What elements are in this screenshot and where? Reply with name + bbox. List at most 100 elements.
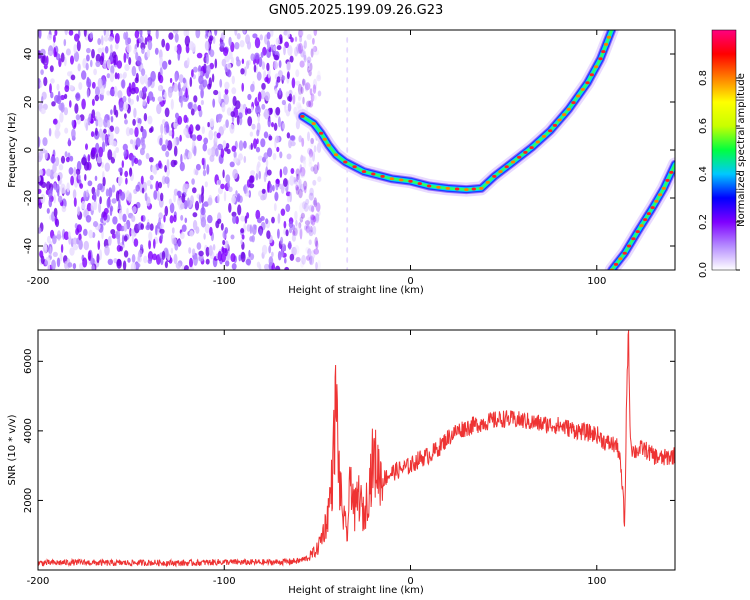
noise-blob (192, 187, 197, 194)
noise-blob (298, 30, 303, 38)
noise-blob (277, 228, 280, 239)
noise-blob (296, 43, 302, 54)
noise-blob (109, 72, 115, 83)
noise-blob (308, 100, 314, 108)
ridge-peak (333, 153, 339, 157)
noise-blob (40, 108, 46, 115)
noise-blob (167, 87, 173, 98)
noise-blob (190, 108, 195, 116)
noise-blob (250, 53, 255, 61)
noise-blob (216, 132, 221, 139)
noise-blob (283, 45, 286, 56)
noise-blob (107, 236, 112, 246)
noise-blob (169, 215, 174, 224)
noise-blob (308, 69, 312, 77)
noise-blob (259, 34, 263, 41)
noise-blob (170, 247, 174, 254)
noise-blob (73, 197, 77, 207)
noise-blob (59, 112, 64, 123)
noise-blob (81, 70, 87, 80)
noise-blob (38, 136, 41, 148)
noise-blob (127, 97, 131, 104)
noise-blob (259, 228, 263, 237)
noise-blob (97, 183, 103, 191)
x-tick-label: 0 (407, 276, 413, 287)
noise-blob (41, 96, 44, 104)
noise-blob (95, 53, 101, 63)
noise-blob (104, 136, 108, 147)
noise-blob (114, 126, 120, 135)
ridge-peak (517, 155, 522, 159)
noise-blob (166, 159, 170, 170)
noise-blob (191, 178, 195, 185)
noise-blob (286, 132, 291, 139)
noise-blob (150, 184, 153, 190)
noise-blob (236, 115, 240, 126)
noise-blob (277, 70, 283, 78)
noise-blob (310, 48, 314, 58)
noise-blob (212, 98, 216, 108)
noise-blob (303, 40, 307, 49)
noise-streak (346, 127, 349, 133)
noise-blob (134, 30, 140, 39)
noise-blob (95, 111, 101, 120)
noise-blob (147, 80, 151, 88)
noise-blob (158, 160, 162, 169)
noise-blob (224, 248, 228, 257)
ridge-peak (529, 146, 534, 150)
noise-blob (47, 189, 53, 198)
noise-blob (258, 56, 263, 68)
noise-blob (165, 139, 169, 147)
noise-blob (268, 245, 272, 254)
noise-blob (308, 204, 315, 212)
noise-blob (85, 189, 89, 198)
ridge-peak (580, 87, 585, 91)
noise-blob (83, 209, 87, 218)
noise-blob (115, 147, 120, 153)
noise-blob (226, 62, 232, 70)
noise-blob (270, 30, 274, 37)
noise-blob (312, 84, 317, 94)
noise-blob (155, 180, 159, 192)
noise-blob (205, 258, 210, 265)
noise-blob (317, 210, 321, 217)
noise-blob (86, 47, 91, 54)
noise-blob (226, 148, 231, 155)
noise-blob (232, 168, 238, 180)
noise-blob (302, 156, 307, 165)
noise-blob (85, 122, 89, 131)
noise-blob (122, 73, 126, 80)
noise-blob (266, 169, 272, 176)
noise-blob (198, 194, 202, 204)
noise-blob (171, 227, 175, 234)
noise-blob (118, 101, 124, 112)
noise-blob (231, 87, 237, 95)
x-tick-label: -100 (213, 576, 236, 587)
noise-blob (300, 49, 305, 58)
noise-streak (346, 67, 349, 73)
noise-blob (38, 188, 42, 194)
noise-streak (346, 207, 349, 213)
noise-blob (162, 60, 168, 70)
noise-blob (275, 37, 280, 46)
noise-blob (256, 71, 262, 81)
noise-blob (75, 168, 81, 176)
noise-blob (186, 57, 190, 66)
noise-blob (225, 119, 229, 128)
noise-blob (305, 247, 310, 254)
noise-blob (299, 30, 304, 36)
noise-blob (309, 62, 313, 71)
noise-blob (76, 224, 83, 233)
noise-blob (83, 228, 88, 236)
ridge-peak (436, 185, 441, 189)
noise-blob (240, 239, 243, 245)
noise-blob (315, 261, 318, 270)
noise-blob (198, 84, 203, 90)
noise-blob (131, 232, 135, 243)
noise-blob (295, 101, 302, 109)
noise-blob (97, 38, 102, 45)
noise-blob (134, 157, 139, 165)
noise-blob (147, 30, 151, 34)
noise-blob (183, 83, 186, 93)
noise-blob (178, 74, 184, 83)
